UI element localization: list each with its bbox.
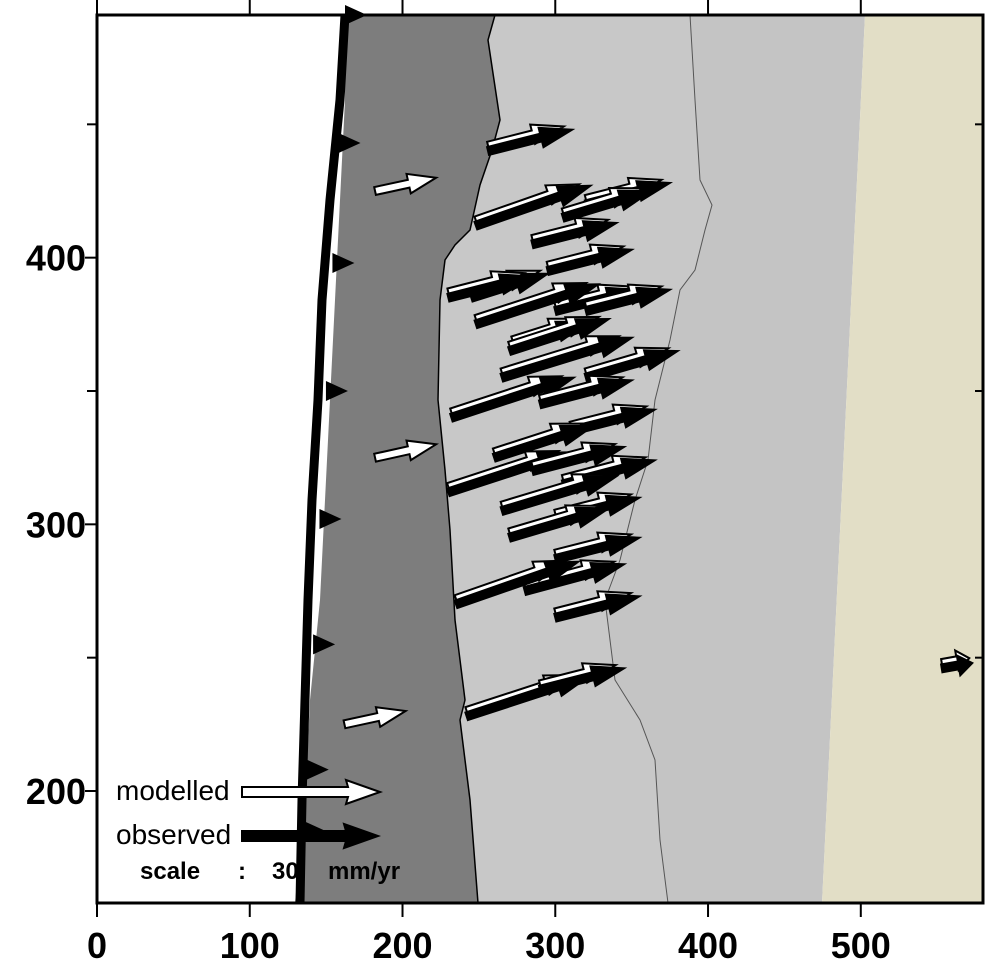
legend-observed-label: observed <box>116 819 231 850</box>
x-tick-label: 100 <box>220 925 280 966</box>
observed-velocity-arrow <box>583 286 674 317</box>
y-tick-label: 400 <box>26 238 86 279</box>
legend-observed-arrow <box>241 822 382 850</box>
observed-velocity-arrow <box>499 474 620 517</box>
trench-triangle <box>313 634 336 655</box>
legend-modelled-arrow <box>241 778 384 806</box>
observed-velocity-arrow <box>939 653 974 678</box>
observed-velocity-arrow <box>545 246 635 277</box>
observed-velocity-arrow <box>491 424 597 463</box>
trench-triangle <box>338 133 361 153</box>
observed-arrows <box>445 123 974 722</box>
observed-velocity-arrow <box>473 283 602 330</box>
legend-modelled-label: modelled <box>116 775 230 806</box>
trench-line <box>295 14 350 904</box>
modelled-velocity-arrow <box>342 706 409 730</box>
observed-velocity-arrow <box>553 534 643 565</box>
inland-boundary <box>604 14 713 904</box>
modelled-arrows <box>342 172 440 730</box>
interior-land-region <box>605 15 865 903</box>
x-tick-label: 400 <box>678 925 738 966</box>
x-tick-label: 200 <box>372 925 432 966</box>
observed-velocity-arrow <box>530 220 620 250</box>
trench-triangle <box>306 759 329 780</box>
map-frame <box>95 13 985 905</box>
observed-velocity-arrow <box>537 377 635 410</box>
scale-value: 30 <box>272 858 299 885</box>
x-tick-label: 0 <box>87 925 107 966</box>
x-axis-ticks: 0 100 200 300 400 500 <box>87 0 891 966</box>
x-tick-label: 300 <box>525 925 585 966</box>
observed-velocity-arrow <box>473 184 594 231</box>
trench-triangle <box>332 253 355 273</box>
observed-velocity-arrow <box>553 593 643 623</box>
observed-velocity-arrow <box>485 126 576 157</box>
scale-colon: : <box>238 858 246 885</box>
map-area <box>97 5 983 904</box>
observed-velocity-arrow <box>537 665 628 695</box>
modelled-velocity-arrow <box>373 439 440 463</box>
y-tick-label: 200 <box>26 771 86 812</box>
map-legend: modelled observed scale : 30 mm/yr <box>116 775 400 885</box>
trench-triangle <box>325 381 348 401</box>
scale-unit: mm/yr <box>328 858 400 885</box>
inland-region <box>822 15 983 903</box>
modelled-velocity-arrow <box>373 172 440 197</box>
observed-velocity-arrow <box>448 376 577 423</box>
observed-velocity-arrow <box>560 189 655 223</box>
observed-velocity-arrow <box>453 560 582 610</box>
observed-velocity-arrow <box>506 317 612 357</box>
observed-velocity-arrow <box>507 506 612 543</box>
observed-velocity-arrow <box>499 336 635 383</box>
y-axis-ticks: 400 300 200 <box>26 123 983 812</box>
forearc-region <box>295 15 500 903</box>
observed-velocity-arrow <box>446 273 536 303</box>
y-tick-label: 300 <box>26 504 86 545</box>
observed-velocity-arrow <box>583 349 681 383</box>
x-tick-label: 500 <box>831 925 891 966</box>
observed-velocity-arrow <box>530 444 628 477</box>
observed-velocity-arrow <box>522 561 628 597</box>
trench-triangle <box>319 509 342 529</box>
scale-label: scale <box>140 858 200 885</box>
